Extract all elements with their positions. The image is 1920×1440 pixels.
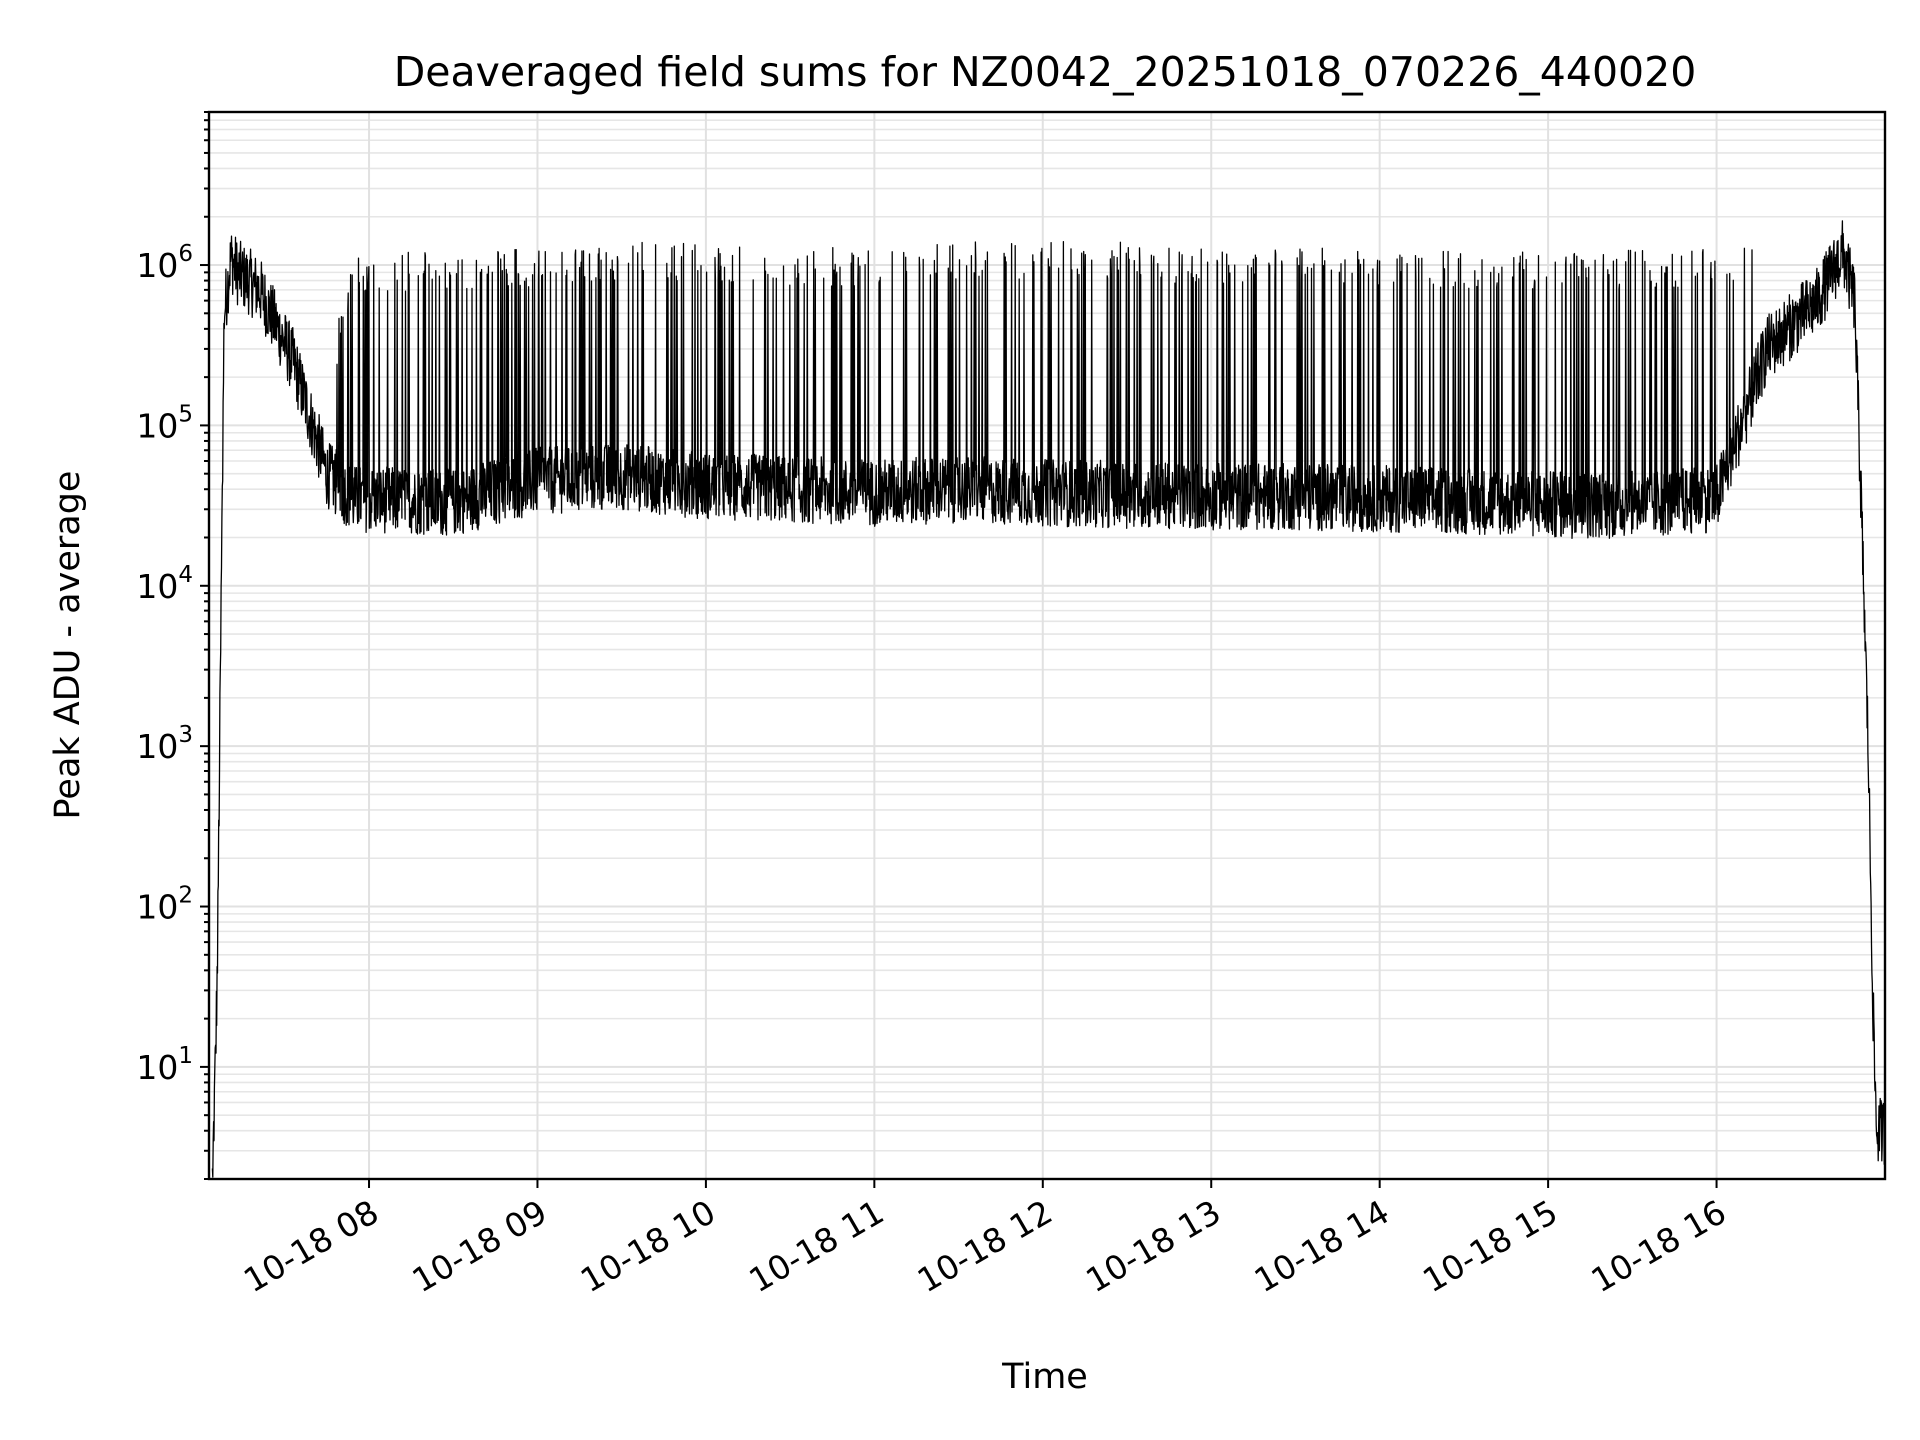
x-tick-label: 10-18 13 bbox=[1079, 1192, 1227, 1300]
x-tick-label: 10-18 14 bbox=[1248, 1192, 1396, 1300]
y-axis: 101 102 103 104 105 106 bbox=[136, 111, 209, 1180]
y-tick-label: 101 bbox=[136, 1043, 193, 1087]
x-tick-label: 10-18 11 bbox=[742, 1192, 890, 1300]
y-tick-label: 104 bbox=[136, 562, 193, 606]
series-layer bbox=[211, 220, 1886, 1178]
x-tick-label: 10-18 08 bbox=[237, 1192, 385, 1300]
x-tick-label: 10-18 15 bbox=[1416, 1192, 1564, 1300]
y-axis-label: Peak ADU - average bbox=[48, 471, 88, 820]
x-tick-label: 10-18 10 bbox=[574, 1192, 722, 1300]
chart-title: Deaveraged field sums for NZ0042_2025101… bbox=[394, 48, 1697, 96]
y-tick-label: 106 bbox=[136, 241, 193, 285]
y-tick-label: 102 bbox=[136, 883, 193, 927]
y-tick-label: 105 bbox=[136, 401, 193, 445]
plot-frame bbox=[207, 110, 1887, 1181]
grid bbox=[209, 111, 1885, 1180]
x-axis-label: Time bbox=[1001, 1357, 1088, 1397]
x-tick-label: 10-18 12 bbox=[911, 1192, 1059, 1300]
x-tick-label: 10-18 09 bbox=[405, 1192, 553, 1300]
x-tick-label: 10-18 16 bbox=[1585, 1192, 1733, 1300]
x-axis: 10-18 08 10-18 09 10-18 10 10-18 11 10-18 12… bbox=[237, 1179, 1733, 1300]
series-line bbox=[211, 220, 1886, 1178]
y-tick-label: 103 bbox=[136, 722, 193, 766]
